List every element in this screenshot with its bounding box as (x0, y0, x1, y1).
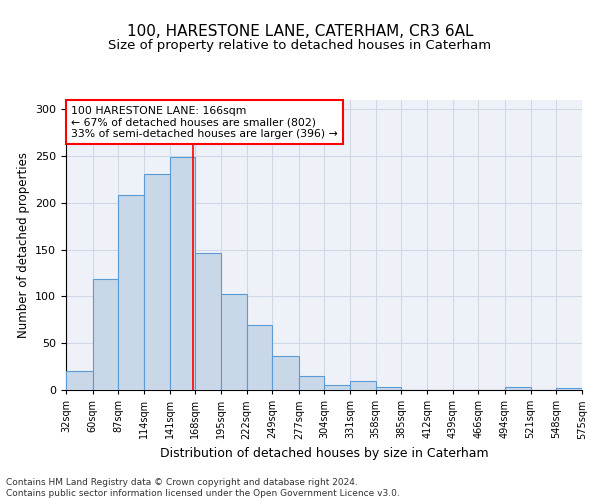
Text: Contains HM Land Registry data © Crown copyright and database right 2024.
Contai: Contains HM Land Registry data © Crown c… (6, 478, 400, 498)
Bar (92, 278, 118, 390)
Bar (144, 174, 170, 390)
Bar (195, 254, 221, 390)
Bar (221, 294, 247, 390)
Bar (118, 196, 144, 390)
Y-axis label: Number of detached properties: Number of detached properties (17, 152, 29, 338)
Bar (299, 376, 325, 390)
Bar (350, 380, 376, 390)
Text: 100, HARESTONE LANE, CATERHAM, CR3 6AL: 100, HARESTONE LANE, CATERHAM, CR3 6AL (127, 24, 473, 38)
Bar (247, 326, 272, 390)
Bar (325, 386, 350, 390)
Bar (505, 387, 530, 390)
X-axis label: Distribution of detached houses by size in Caterham: Distribution of detached houses by size … (160, 447, 488, 460)
Bar (272, 356, 299, 390)
Text: Size of property relative to detached houses in Caterham: Size of property relative to detached ho… (109, 40, 491, 52)
Bar (556, 388, 582, 390)
Bar (376, 387, 401, 390)
Bar (66, 372, 92, 390)
Text: 100 HARESTONE LANE: 166sqm
← 67% of detached houses are smaller (802)
33% of sem: 100 HARESTONE LANE: 166sqm ← 67% of deta… (71, 106, 338, 139)
Bar (170, 157, 195, 390)
